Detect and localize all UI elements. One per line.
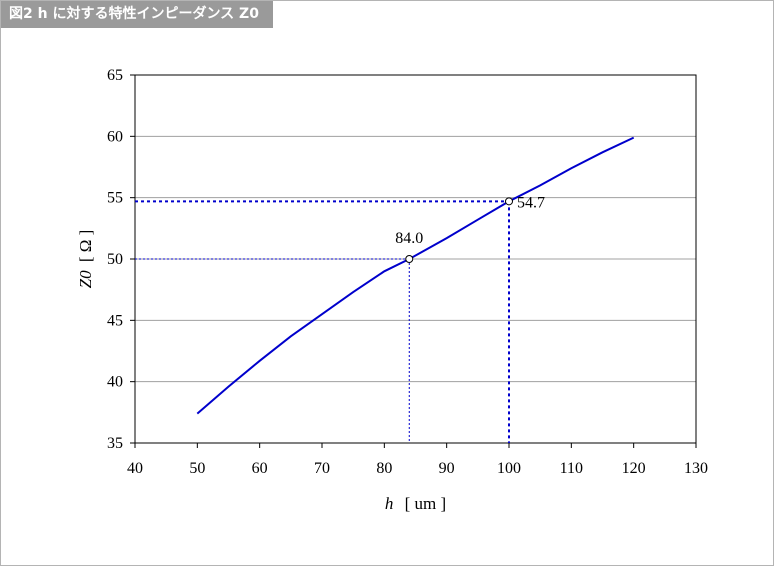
y-axis-label: Z0: [76, 270, 95, 288]
annotation-markers: 84.0 54.7: [395, 194, 545, 263]
y-tick-label: 45: [107, 312, 123, 329]
series-line: [196, 136, 635, 415]
guide-lines: [135, 200, 510, 443]
x-tick-label: 60: [252, 460, 268, 477]
x-tick-label: 80: [376, 460, 392, 477]
annotation-label: 54.7: [517, 194, 545, 211]
y-tick-label: 55: [107, 190, 123, 207]
y-tick-label: 60: [107, 128, 123, 145]
x-tick-label: 70: [314, 460, 330, 477]
x-tick-label: 90: [439, 460, 455, 477]
x-tick-label: 120: [622, 460, 646, 477]
y-axis-unit: [ Ω ]: [76, 230, 95, 262]
x-axis-title: h [ um ]: [385, 494, 446, 513]
x-tick-label: 40: [127, 460, 143, 477]
y-tick-label: 65: [107, 67, 123, 84]
annotation-marker: [405, 255, 414, 263]
x-tick-label: 50: [189, 460, 205, 477]
annotation-label: 84.0: [395, 230, 423, 247]
grid-lines: [135, 135, 696, 383]
y-tick-label: 50: [107, 251, 123, 268]
x-tick-label: 110: [560, 460, 583, 477]
x-tick-label: 100: [497, 460, 521, 477]
x-axis-unit: [ um ]: [405, 494, 447, 513]
y-axis-title: Z0 [ Ω ]: [76, 230, 95, 289]
y-tick-label: 35: [107, 435, 123, 452]
y-tick-label: 40: [107, 374, 123, 391]
x-tick-label: 130: [684, 460, 708, 477]
figure-title: 図2 h に対する特性インピーダンス Z0: [1, 1, 273, 28]
x-axis-label: h: [385, 494, 394, 513]
annotation-marker: [505, 197, 513, 206]
